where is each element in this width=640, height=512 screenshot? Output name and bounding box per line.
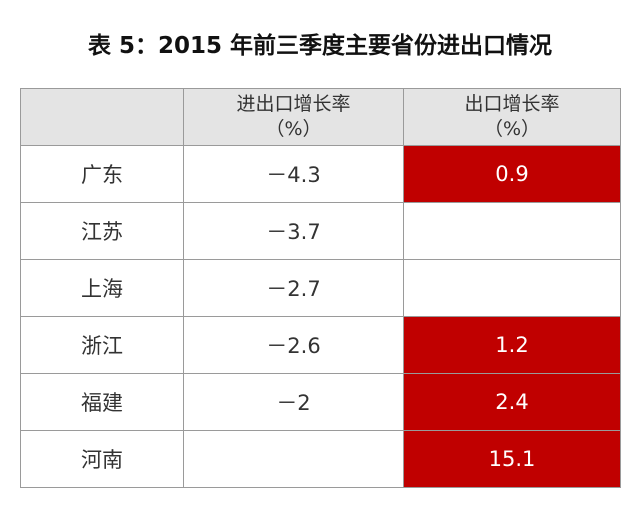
province-cell: 河南 [20, 430, 184, 488]
total-growth-cell: －2.6 [183, 316, 404, 374]
header-cell: 进出口增长率 （%） [183, 88, 404, 146]
total-growth-cell: －2.7 [183, 259, 404, 317]
table-row: 上海 －2.7 [20, 259, 621, 317]
title: 表 5：2015 年前三季度主要省份进出口情况 [87, 33, 553, 59]
table-row: 河南 15.1 [20, 430, 621, 488]
province-cell: 福建 [20, 373, 184, 431]
data-table: 进出口增长率 （%） 出口增长率 （%） 广东 －4.3 0.9 江苏 －3.7 上海 －2.7… [20, 88, 621, 488]
export-growth-cell: 2.4 [403, 373, 621, 431]
export-growth-cell: 15.1 [403, 430, 621, 488]
province-cell: 江苏 [20, 202, 184, 260]
total-growth-cell [183, 430, 404, 488]
total-growth-cell: －3.7 [183, 202, 404, 260]
header-cell: 出口增长率 （%） [403, 88, 621, 146]
table-body: 广东 －4.3 0.9 江苏 －3.7 上海 －2.7 浙江 －2.6 1.2 福建 －2 2.4 河南 1… [20, 145, 621, 488]
header-text: （%） [265, 118, 322, 140]
header-text: 进出口增长率 [236, 93, 351, 115]
export-growth-cell: 1.2 [403, 316, 621, 374]
table-row: 江苏 －3.7 [20, 202, 621, 260]
header-text: 出口增长率 [464, 93, 560, 115]
export-growth-cell [403, 202, 621, 260]
province-cell: 浙江 [20, 316, 184, 374]
total-growth-cell: －4.3 [183, 145, 404, 203]
export-growth-cell [403, 259, 621, 317]
header-row: 进出口增长率 （%） 出口增长率 （%） [20, 88, 621, 146]
table-row: 广东 －4.3 0.9 [20, 145, 621, 203]
header-text: （%） [483, 118, 541, 140]
export-growth-cell: 0.9 [403, 145, 621, 203]
total-growth-cell: －2 [183, 373, 404, 431]
province-cell: 上海 [20, 259, 184, 317]
header-cell [20, 88, 184, 146]
table-row: 浙江 －2.6 1.2 [20, 316, 621, 374]
table-row: 福建 －2 2.4 [20, 373, 621, 431]
province-cell: 广东 [20, 145, 184, 203]
